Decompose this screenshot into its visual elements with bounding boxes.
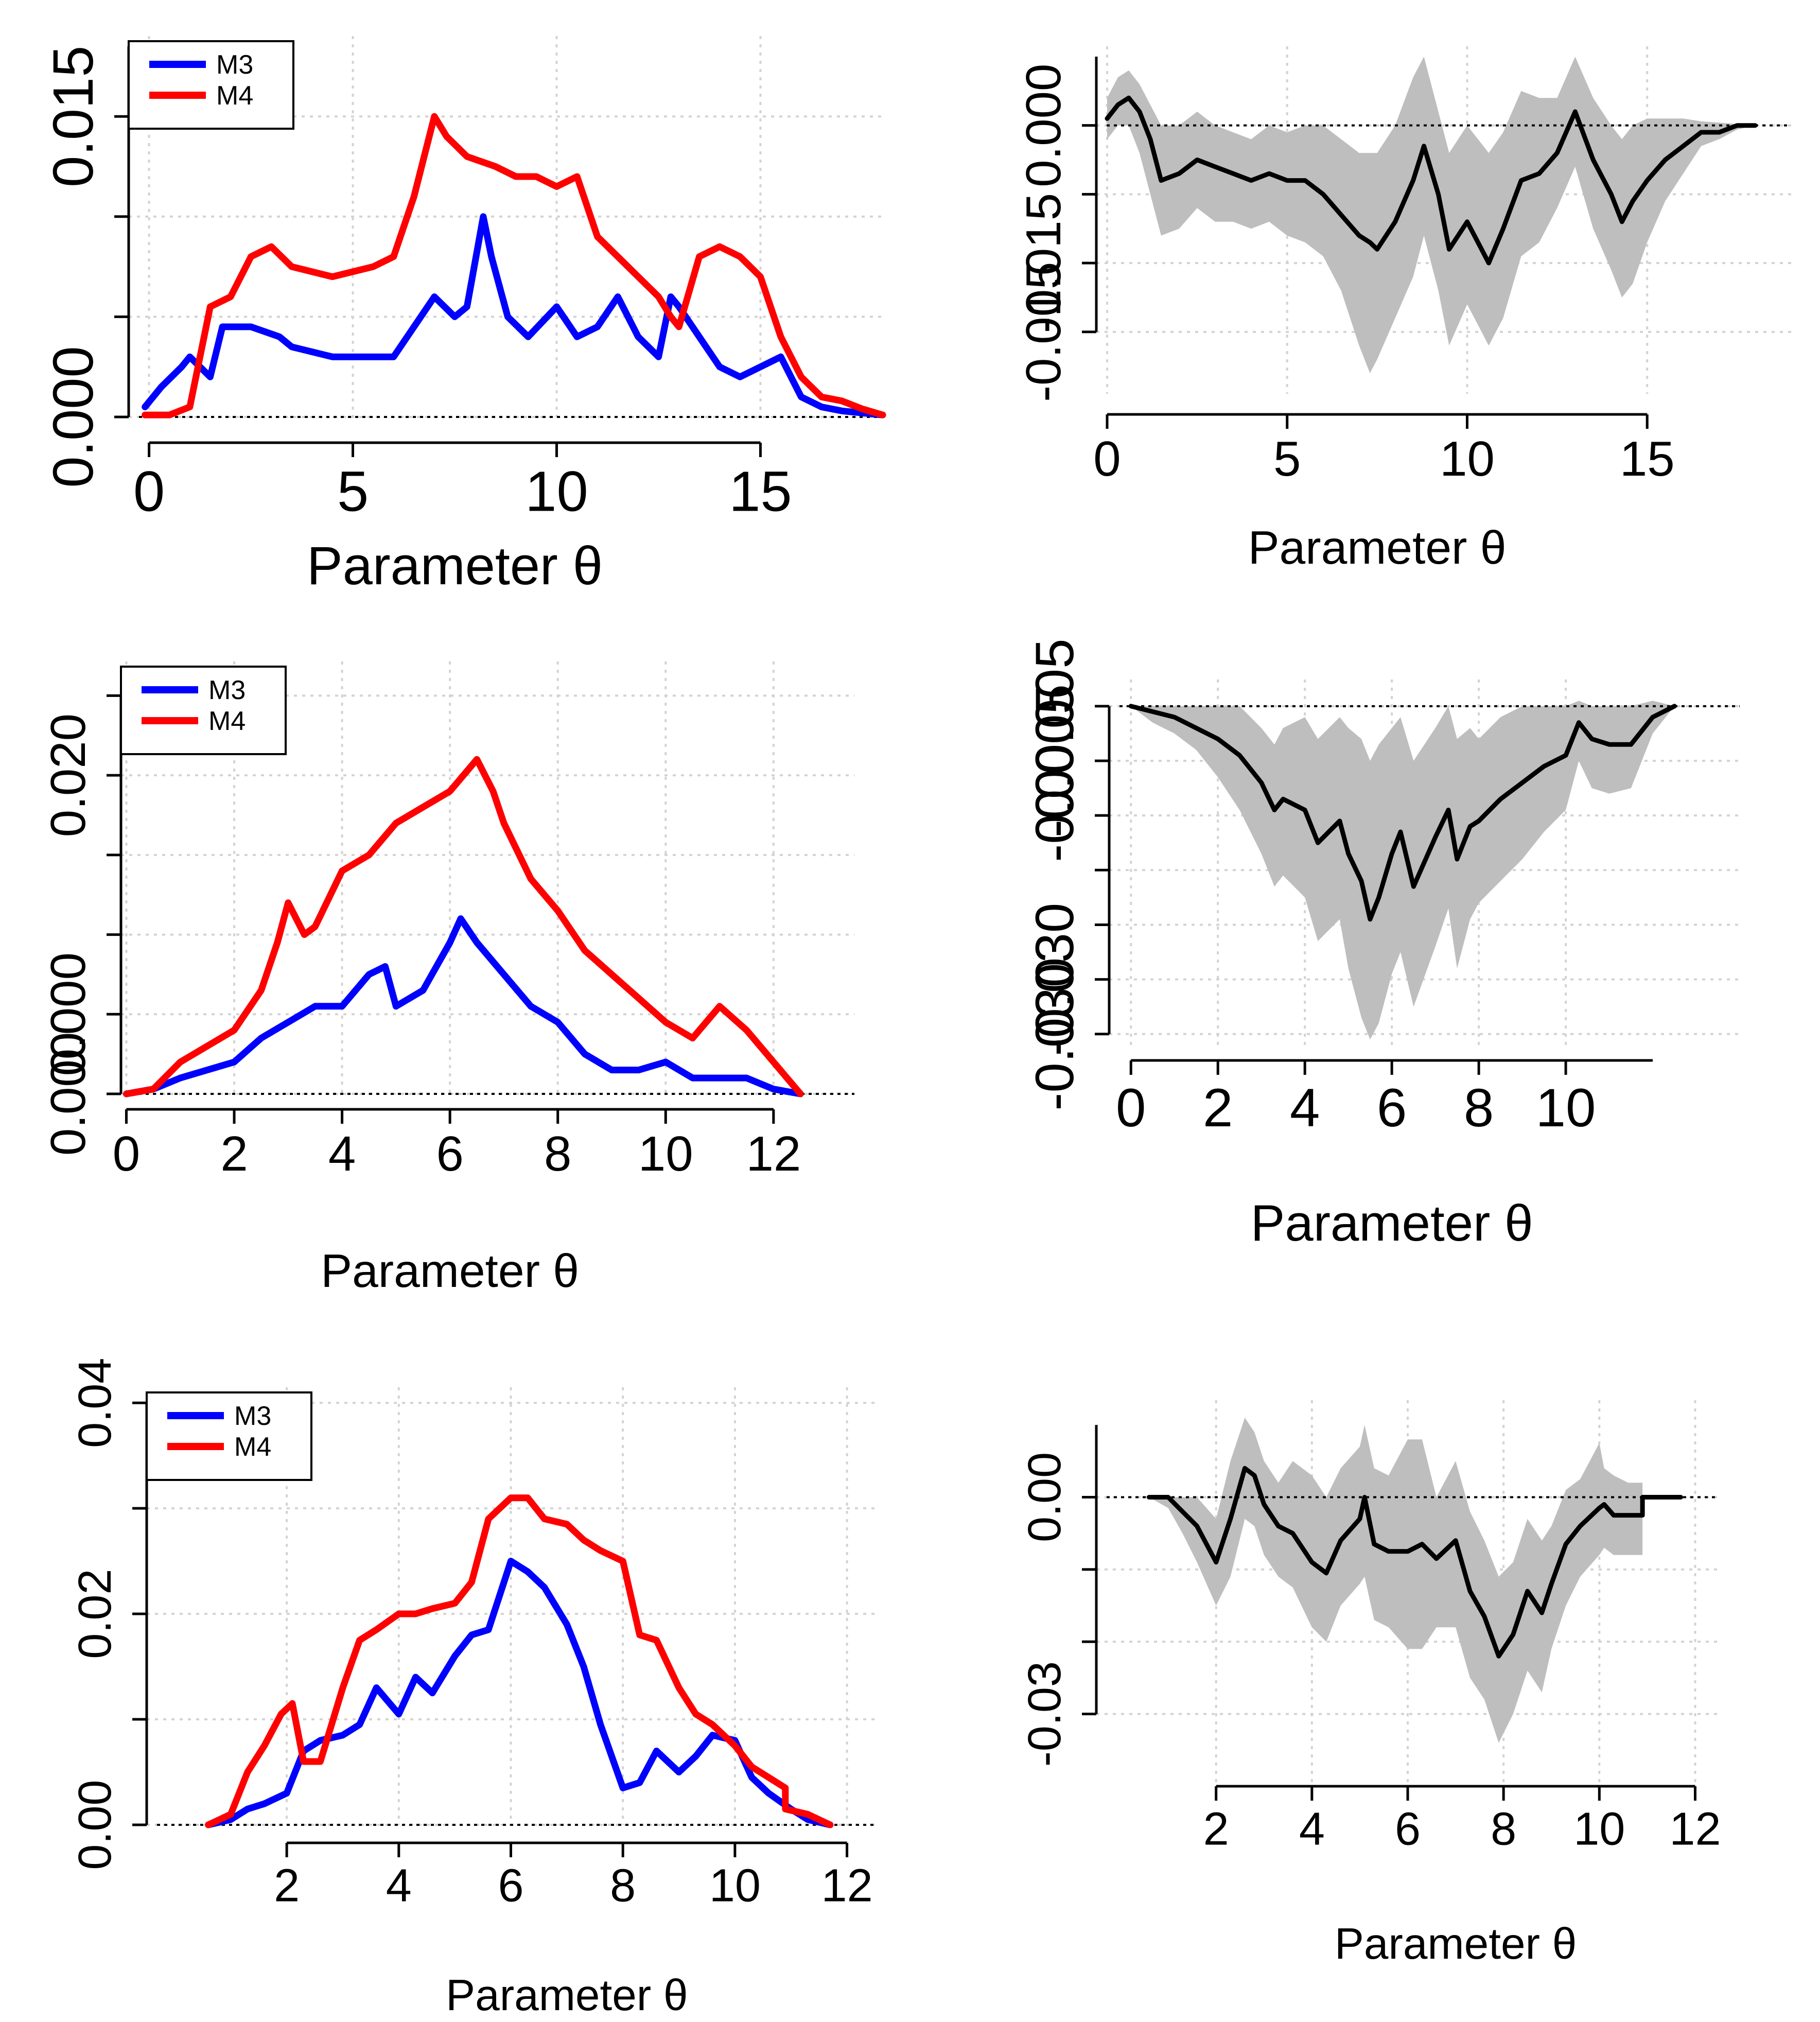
series-line-m3 xyxy=(123,915,804,1097)
x-tick-label: 2 xyxy=(220,1126,248,1181)
legend-label-m4: M4 xyxy=(216,81,253,111)
series-line-m4 xyxy=(142,113,886,419)
legend-label-m4: M4 xyxy=(234,1432,271,1462)
x-tick-label: 2 xyxy=(1203,1804,1229,1855)
x-tick-label: 5 xyxy=(1273,431,1301,486)
legend-box xyxy=(146,1391,312,1481)
y-tick-label: 0.020 xyxy=(41,713,96,837)
x-tick-label: 0 xyxy=(1116,1078,1146,1138)
x-tick-label: 4 xyxy=(328,1126,356,1181)
x-tick-label: 10 xyxy=(638,1126,693,1181)
y-tick-label: 0.00 xyxy=(69,1780,121,1870)
x-tick-label: 15 xyxy=(1620,431,1675,486)
y-tick-label: -0.03 xyxy=(1019,1661,1071,1767)
y-tick-label: -0.0 xyxy=(1025,769,1085,862)
legend-label-m3: M3 xyxy=(234,1401,271,1431)
y-tick-label: 0.00 xyxy=(1019,1452,1071,1542)
legend-label-m3: M3 xyxy=(216,50,253,80)
x-axis-title: Parameter θ xyxy=(446,1971,688,2020)
x-tick-label: 6 xyxy=(436,1126,463,1181)
x-tick-label: 2 xyxy=(1203,1078,1233,1138)
y-tick-label: 0.015 xyxy=(42,46,105,187)
x-tick-label: 8 xyxy=(1464,1078,1494,1138)
y-tick-label: 0.000 xyxy=(1016,64,1071,187)
series-line-m4 xyxy=(205,1494,834,1828)
x-axis-title: Parameter θ xyxy=(1251,1195,1533,1252)
legend-box xyxy=(128,40,294,130)
x-tick-label: 12 xyxy=(746,1126,801,1181)
panel-p6: 0.00 -0.03 2 4 6 8 10 12 Parameter θ xyxy=(1019,1400,1721,1968)
y-tick-label: 0.000 xyxy=(41,1032,96,1156)
x-tick-label: 6 xyxy=(1377,1078,1407,1138)
y-tick-label: -0.015 xyxy=(1016,193,1071,333)
y-tick-label: 0.005 xyxy=(1025,638,1085,774)
x-tick-label: 8 xyxy=(544,1126,571,1181)
x-tick-label: 10 xyxy=(1440,431,1495,486)
legend-label-m3: M3 xyxy=(208,675,246,705)
x-axis-title: Parameter θ xyxy=(1335,1920,1577,1968)
x-axis-title: Parameter θ xyxy=(321,1245,579,1297)
y-tick-label: 0.04 xyxy=(69,1358,121,1448)
x-tick-label: 15 xyxy=(729,460,792,524)
y-tick-label: -0.005 xyxy=(1025,684,1085,838)
x-axis-title: Parameter θ xyxy=(1248,521,1507,574)
x-axis-title: Parameter θ xyxy=(307,536,603,596)
y-tick-label: -0.030 xyxy=(1025,903,1085,1056)
series-line-m3 xyxy=(205,1558,834,1828)
x-tick-label: 10 xyxy=(525,460,588,524)
confidence-band xyxy=(1107,57,1756,373)
y-tick-label: 0.000 xyxy=(41,952,96,1076)
x-tick-label: 0 xyxy=(113,1126,140,1181)
legend-label-m4: M4 xyxy=(208,706,246,736)
x-tick-label: 4 xyxy=(1299,1804,1325,1855)
x-tick-label: 8 xyxy=(1491,1804,1516,1855)
series-line-m3 xyxy=(142,213,886,419)
y-tick-label: -0.015 xyxy=(1016,262,1071,402)
x-tick-label: 6 xyxy=(1395,1804,1421,1855)
y-tick-label: 0.000 xyxy=(42,346,105,487)
confidence-band xyxy=(1149,1418,1643,1743)
x-tick-label: 10 xyxy=(1536,1078,1596,1138)
series-line-m4 xyxy=(123,756,804,1097)
x-tick-label: 12 xyxy=(1669,1804,1721,1855)
x-tick-label: 10 xyxy=(709,1860,761,1912)
series-line-difference xyxy=(1128,704,1677,922)
panel-p4: 0.005-0.005-0.0 -0.030-0.030 0 2 4 6 8 10Parame… xyxy=(1025,638,1740,1252)
y-tick-label: 0.02 xyxy=(69,1569,121,1659)
y-tick-label: -0.030 xyxy=(1025,957,1085,1111)
x-tick-label: 5 xyxy=(337,460,369,524)
x-tick-label: 4 xyxy=(1290,1078,1320,1138)
x-tick-label: 10 xyxy=(1573,1804,1625,1855)
x-tick-label: 0 xyxy=(133,460,165,524)
x-tick-label: 12 xyxy=(821,1860,873,1912)
confidence-band xyxy=(1131,701,1675,1040)
series-line-difference xyxy=(1105,95,1758,266)
panel-p2: 0.000 -0.015-0.015 0 5 10 15 Parameter θ xyxy=(1016,46,1791,574)
x-tick-label: 4 xyxy=(386,1860,412,1912)
x-tick-label: 0 xyxy=(1093,431,1121,486)
legend-box xyxy=(120,666,287,755)
x-tick-label: 8 xyxy=(610,1860,636,1912)
series-line-difference xyxy=(1146,1466,1683,1659)
x-tick-label: 2 xyxy=(274,1860,300,1912)
x-tick-label: 6 xyxy=(498,1860,523,1912)
